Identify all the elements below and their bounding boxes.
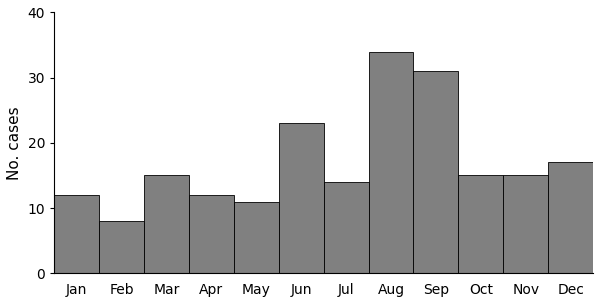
Bar (323, 182, 368, 273)
Bar (368, 52, 413, 273)
Bar (99, 221, 144, 273)
Bar (413, 71, 458, 273)
Bar (54, 195, 99, 273)
Bar (189, 195, 234, 273)
Bar (548, 162, 593, 273)
Bar (458, 175, 503, 273)
Bar (144, 175, 189, 273)
Bar (234, 202, 278, 273)
Bar (503, 175, 548, 273)
Bar (278, 123, 323, 273)
Y-axis label: No. cases: No. cases (7, 106, 22, 180)
